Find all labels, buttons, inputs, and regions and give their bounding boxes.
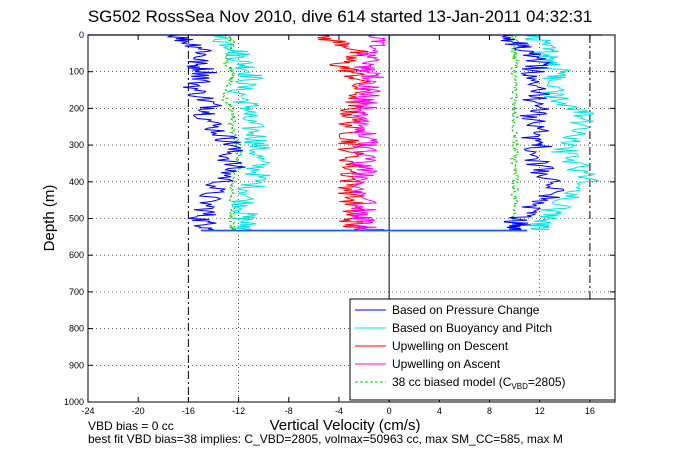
y-tick-label: 600 (69, 250, 84, 260)
x-tick-label: -16 (182, 406, 195, 416)
y-tick-label: 700 (69, 287, 84, 297)
y-tick-label: 0 (79, 30, 84, 40)
legend-label: Based on Pressure Change (392, 303, 540, 317)
legend-label: Upwelling on Descent (392, 339, 509, 353)
x-tick-label: 16 (585, 406, 595, 416)
tick-layer: 0 100 200 300 400 500 600 700 800 900 1000-24 -20 -1… (64, 30, 615, 416)
x-tick-label: 12 (535, 406, 545, 416)
x-tick-label: -24 (81, 406, 94, 416)
x-tick-label: 4 (437, 406, 442, 416)
legend-label: Based on Buoyancy and Pitch (392, 321, 552, 335)
y-tick-label: 100 (69, 67, 84, 77)
vbd-bias-note: VBD bias = 0 cc (88, 419, 174, 433)
x-tick-label: -8 (285, 406, 293, 416)
series-upwelling-on-ascent-descent (349, 34, 387, 230)
y-tick-label: 300 (69, 140, 84, 150)
legend-box (349, 298, 616, 401)
best-fit-note: best fit VBD bias=38 implies: C_VBD=2805… (88, 432, 563, 446)
chart-title: SG502 RossSea Nov 2010, dive 614 started… (88, 7, 592, 26)
y-tick-label: 800 (69, 324, 84, 334)
x-tick-label: -4 (335, 406, 343, 416)
x-tick-label: 8 (487, 406, 492, 416)
y-tick-label: 200 (69, 103, 84, 113)
legend: Based on Pressure Change Based on Buoyanc… (349, 298, 616, 401)
y-tick-label: 400 (69, 177, 84, 187)
series-38-cc-biased-model-c-vbd-2805-ascent (509, 34, 520, 230)
y-axis-label: Depth (m) (41, 185, 58, 252)
series-based-on-pressure-change-descent (166, 34, 246, 230)
y-tick-label: 500 (69, 214, 84, 224)
series-based-on-buoyancy-and-pitch-ascent (525, 34, 599, 230)
x-axis-label: Vertical Velocity (cm/s) (270, 417, 421, 434)
x-tick-label: -12 (232, 406, 245, 416)
x-tick-label: -20 (132, 406, 145, 416)
legend-label: 38 cc biased model (CVBD=2805) (392, 375, 566, 391)
series-based-on-buoyancy-and-pitch-descent (200, 34, 272, 230)
series-based-on-pressure-change-ascent (500, 34, 565, 230)
legend-label: Upwelling on Ascent (392, 357, 501, 371)
y-tick-label: 900 (69, 360, 84, 370)
x-tick-label: 0 (387, 406, 392, 416)
y-tick-label: 1000 (64, 397, 84, 407)
series-upwelling-on-descent-descent (316, 34, 371, 230)
